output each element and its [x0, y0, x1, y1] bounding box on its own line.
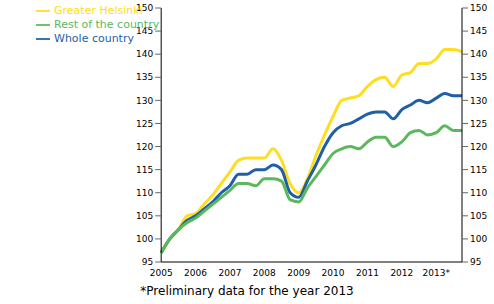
svg-text:110: 110 — [136, 188, 153, 198]
svg-text:2008: 2008 — [253, 268, 276, 278]
svg-text:140: 140 — [136, 49, 153, 59]
svg-text:2009: 2009 — [287, 268, 310, 278]
svg-text:145: 145 — [470, 26, 486, 36]
svg-text:150: 150 — [470, 3, 486, 13]
svg-text:125: 125 — [136, 119, 153, 129]
svg-text:140: 140 — [470, 49, 486, 59]
svg-text:100: 100 — [136, 234, 153, 244]
svg-text:2010: 2010 — [322, 268, 345, 278]
svg-text:105: 105 — [136, 211, 153, 221]
svg-text:95: 95 — [142, 257, 153, 267]
svg-text:2013*: 2013* — [423, 268, 451, 278]
svg-text:120: 120 — [470, 142, 486, 152]
svg-text:125: 125 — [470, 119, 486, 129]
svg-text:2005: 2005 — [150, 268, 173, 278]
svg-text:2012: 2012 — [390, 268, 413, 278]
svg-text:2007: 2007 — [218, 268, 241, 278]
svg-text:105: 105 — [470, 211, 486, 221]
svg-text:2011: 2011 — [356, 268, 379, 278]
svg-text:130: 130 — [470, 96, 486, 106]
svg-text:120: 120 — [136, 142, 153, 152]
svg-text:100: 100 — [470, 234, 486, 244]
svg-text:115: 115 — [136, 165, 153, 175]
svg-text:135: 135 — [136, 72, 153, 82]
svg-text:110: 110 — [470, 188, 486, 198]
svg-text:150: 150 — [136, 3, 153, 13]
svg-text:135: 135 — [470, 72, 486, 82]
svg-text:145: 145 — [136, 26, 153, 36]
svg-text:130: 130 — [136, 96, 153, 106]
svg-text:2006: 2006 — [184, 268, 207, 278]
svg-text:95: 95 — [470, 257, 481, 267]
svg-text:115: 115 — [470, 165, 486, 175]
